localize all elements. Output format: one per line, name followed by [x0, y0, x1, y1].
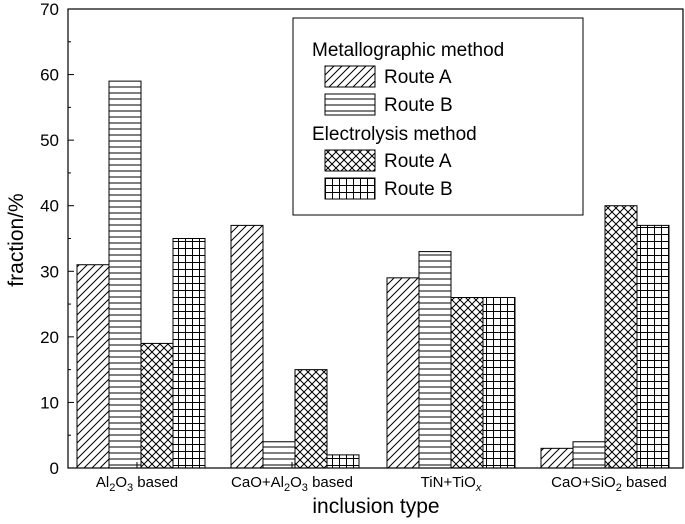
bar-series-2-category-2 [262, 441, 296, 469]
axes-layer: 0 10 20 30 40 50 60 70 Al2O3 based CaO+Al2O3 base… [40, 0, 684, 494]
x-category-label: Al2O3 based [96, 474, 178, 494]
y-tick-label: 40 [40, 197, 59, 216]
bars-layer [76, 80, 670, 469]
legend-group-title-electrolysis: Electrolysis method [312, 124, 477, 145]
legend-swatch-electrolysis-route-b [324, 177, 376, 200]
bar-series-3-category-1 [140, 342, 174, 469]
y-tick-label: 20 [40, 328, 59, 347]
x-category-label: CaO+SiO2 based [551, 474, 667, 494]
bar-series-2-category-4 [572, 441, 606, 469]
legend-swatch-metallographic-route-b [324, 93, 376, 116]
bar-series-3-category-4 [604, 205, 638, 469]
bar-series-3-category-2 [294, 369, 328, 469]
bar-series-1-category-3 [386, 277, 420, 469]
x-category-label: TiN+TiOx [421, 474, 482, 494]
x-category-label: CaO+Al2O3 based [231, 474, 353, 494]
y-tick-label: 0 [50, 459, 59, 478]
bar-series-1-category-4 [540, 447, 574, 469]
bar-series-1-category-1 [76, 264, 110, 469]
legend-entry-electrolysis-route-b: Route B [384, 179, 453, 200]
legend-entry-metallographic-route-b: Route B [384, 95, 453, 116]
bar-series-4-category-2 [326, 454, 360, 469]
bar-series-4-category-3 [482, 297, 516, 469]
bar-series-2-category-3 [418, 251, 452, 469]
x-axis-title: inclusion type [312, 495, 439, 518]
y-tick-label: 70 [40, 0, 59, 19]
legend-entry-metallographic-route-a: Route A [384, 67, 452, 88]
legend-group-title-metallographic: Metallographic method [312, 40, 504, 61]
legend: Metallographic method Route A Route B El… [292, 17, 584, 216]
bar-series-3-category-3 [450, 297, 484, 469]
bar-series-1-category-2 [230, 224, 264, 469]
y-axis-title: fraction/% [5, 193, 28, 286]
legend-swatch-metallographic-route-a [324, 65, 376, 88]
y-tick-label: 60 [40, 66, 59, 85]
legend-entry-electrolysis-route-a: Route A [384, 151, 452, 172]
bar-series-4-category-1 [172, 238, 206, 469]
bar-series-2-category-1 [108, 80, 142, 469]
bar-series-4-category-4 [636, 224, 670, 469]
legend-swatch-electrolysis-route-a [324, 149, 376, 172]
y-tick-label: 30 [40, 262, 59, 281]
y-tick-label: 10 [40, 393, 59, 412]
y-tick-label: 50 [40, 131, 59, 150]
